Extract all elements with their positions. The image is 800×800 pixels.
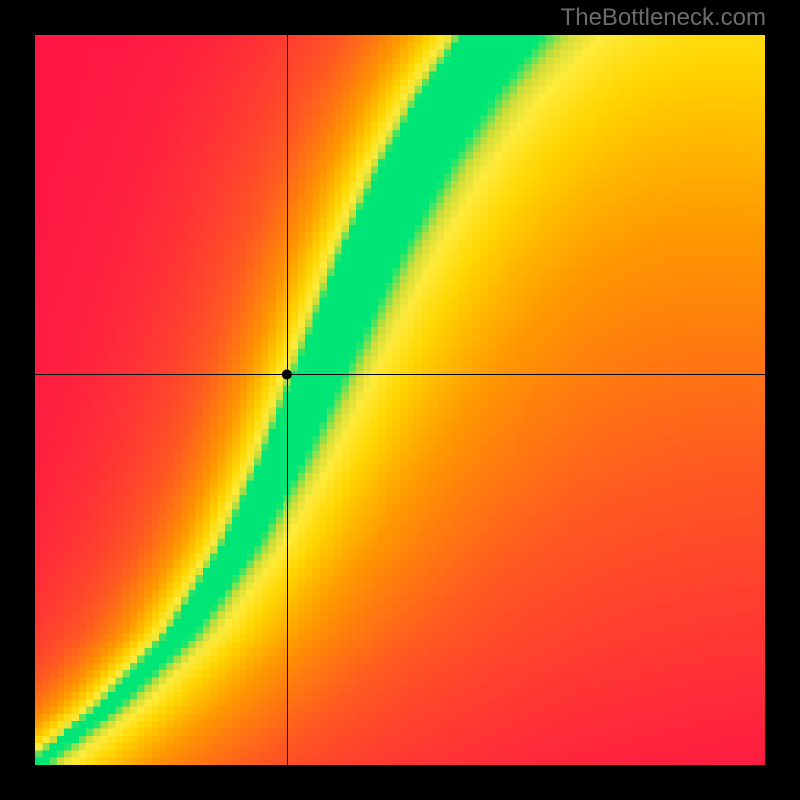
crosshair-overlay <box>35 35 765 765</box>
watermark-label: TheBottleneck.com <box>561 4 766 32</box>
